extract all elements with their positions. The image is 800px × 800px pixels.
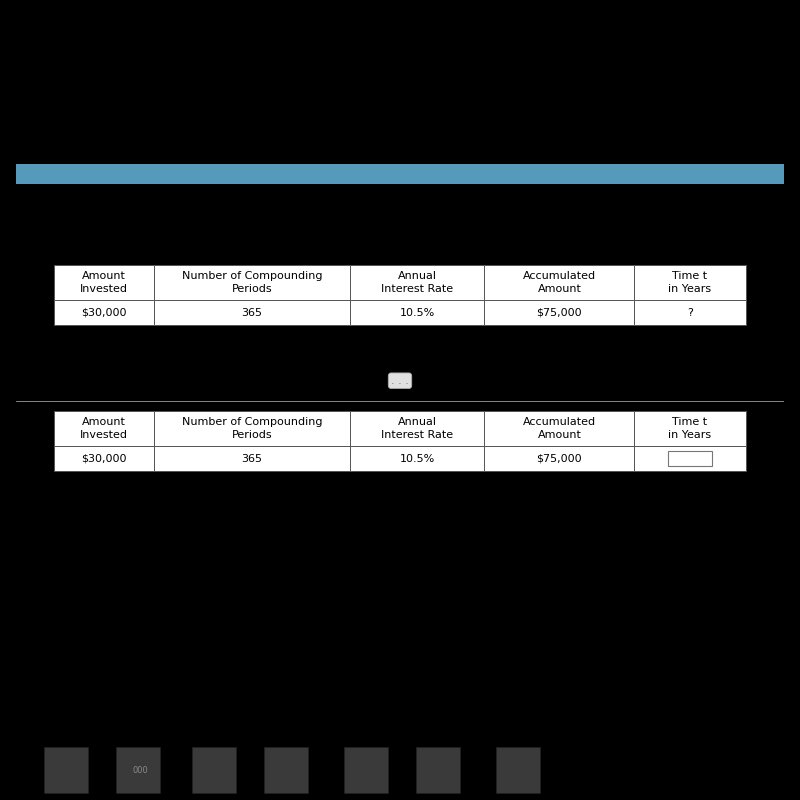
Bar: [634, 300, 746, 326]
Text: Get more help ▲: Get more help ▲: [443, 576, 557, 589]
Text: 10.5%: 10.5%: [400, 454, 435, 464]
Text: Number of Compounding
Periods: Number of Compounding Periods: [182, 271, 322, 294]
Text: (Round to one decimal place as needed.): (Round to one decimal place as needed.): [54, 482, 268, 491]
Bar: [350, 265, 485, 300]
Text: $30,000: $30,000: [82, 454, 127, 464]
Bar: [496, 747, 540, 794]
Bar: [154, 411, 350, 446]
Bar: [154, 265, 350, 300]
Bar: [485, 300, 634, 326]
Text: Annual
Interest Rate: Annual Interest Rate: [382, 271, 454, 294]
Bar: [264, 747, 308, 794]
Bar: [350, 411, 485, 446]
Bar: [54, 446, 154, 471]
Bar: [154, 446, 350, 471]
Bar: [54, 411, 154, 446]
Bar: [416, 747, 460, 794]
Bar: [485, 446, 634, 471]
Bar: [668, 451, 712, 466]
Text: $75,000: $75,000: [537, 454, 582, 464]
Text: Help me solve this: Help me solve this: [98, 576, 226, 589]
Text: Amount
Invested: Amount Invested: [80, 418, 128, 440]
Text: $75,000: $75,000: [537, 308, 582, 318]
Bar: [634, 411, 746, 446]
Bar: [350, 446, 485, 471]
Bar: [154, 300, 350, 326]
Text: Annual
Interest Rate: Annual Interest Rate: [382, 418, 454, 440]
Text: . . .: . . .: [391, 376, 409, 386]
Bar: [634, 446, 746, 471]
Text: ?: ?: [687, 308, 693, 318]
Bar: [192, 747, 236, 794]
Text: Number of Compounding
Periods: Number of Compounding Periods: [182, 418, 322, 440]
Text: Accumulated
Amount: Accumulated Amount: [522, 271, 596, 294]
Text: 365: 365: [242, 454, 262, 464]
Bar: [116, 747, 160, 794]
Text: Time t
in Years: Time t in Years: [668, 418, 711, 440]
Bar: [16, 164, 784, 184]
Bar: [485, 411, 634, 446]
Text: 365: 365: [242, 308, 262, 318]
Bar: [350, 300, 485, 326]
Bar: [344, 747, 388, 794]
Text: Accumulated
Amount: Accumulated Amount: [522, 418, 596, 440]
Bar: [485, 265, 634, 300]
Bar: [44, 747, 88, 794]
Text: View an example: View an example: [279, 576, 398, 589]
Bar: [54, 300, 154, 326]
Bar: [54, 265, 154, 300]
Text: Complete the table for an investment subject to n compoundings yearly: Complete the table for an investment sub…: [46, 218, 474, 231]
Text: $30,000: $30,000: [82, 308, 127, 318]
Text: $\left[A=P\!\left(1+\dfrac{r}{n}\right)^{\!\!nt}\right].$: $\left[A=P\!\left(1+\dfrac{r}{n}\right)^…: [550, 208, 661, 236]
Bar: [634, 265, 746, 300]
Text: 000: 000: [132, 766, 148, 775]
Text: 10.5%: 10.5%: [400, 308, 435, 318]
Text: Time t
in Years: Time t in Years: [668, 271, 711, 294]
Text: Amount
Invested: Amount Invested: [80, 271, 128, 294]
